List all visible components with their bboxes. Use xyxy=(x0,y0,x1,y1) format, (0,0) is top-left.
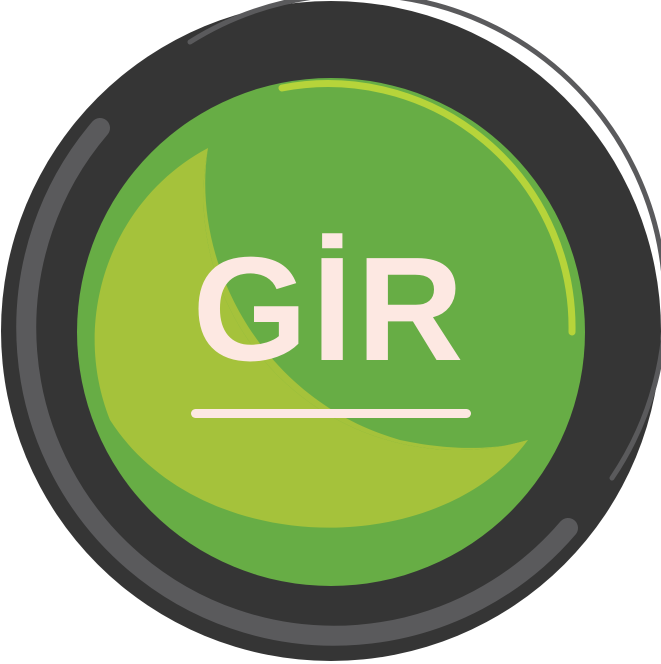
label-underline xyxy=(191,409,471,418)
button-label[interactable]: GİR xyxy=(192,227,468,392)
face-rim-highlight xyxy=(278,80,576,336)
face-crescent-highlight xyxy=(203,148,529,451)
bezel-highlight-left xyxy=(16,118,578,646)
face-left-light xyxy=(94,148,528,528)
